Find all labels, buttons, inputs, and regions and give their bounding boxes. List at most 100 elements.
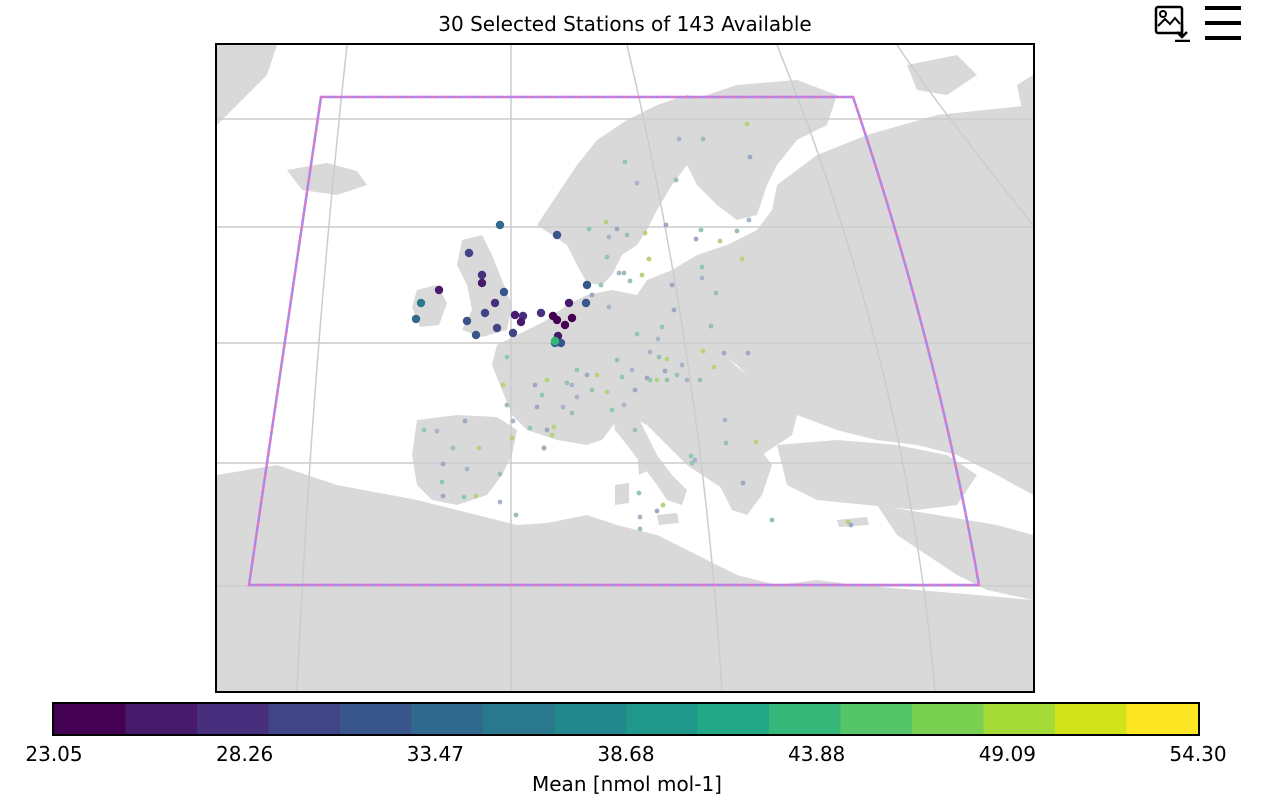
colorbar-segment bbox=[554, 704, 627, 734]
station-marker-selected bbox=[464, 248, 474, 258]
station-marker-selected bbox=[516, 317, 526, 327]
europe-map bbox=[217, 45, 1033, 691]
station-marker-unselected bbox=[604, 254, 610, 260]
station-marker-unselected bbox=[655, 336, 661, 342]
colorbar-segment bbox=[197, 704, 269, 734]
station-marker-unselected bbox=[634, 331, 640, 337]
station-marker-unselected bbox=[647, 377, 653, 383]
station-marker-unselected bbox=[544, 427, 550, 433]
station-marker-unselected bbox=[656, 354, 662, 360]
station-marker-unselected bbox=[740, 480, 746, 486]
station-marker-selected bbox=[499, 287, 509, 297]
station-marker-unselected bbox=[504, 354, 510, 360]
colorbar-tick-label: 28.26 bbox=[216, 742, 274, 766]
station-marker-unselected bbox=[646, 256, 652, 262]
station-marker-unselected bbox=[734, 228, 740, 234]
station-marker-unselected bbox=[637, 514, 643, 520]
colorbar-segment bbox=[1126, 704, 1199, 734]
colorbar-tick-label: 43.88 bbox=[788, 742, 846, 766]
station-marker-unselected bbox=[464, 466, 470, 472]
station-markers bbox=[411, 121, 854, 532]
station-marker-unselected bbox=[473, 493, 479, 499]
station-marker-unselected bbox=[627, 278, 633, 284]
station-marker-unselected bbox=[534, 404, 540, 410]
station-marker-unselected bbox=[624, 232, 630, 238]
station-marker-unselected bbox=[659, 324, 665, 330]
station-marker-unselected bbox=[574, 367, 580, 373]
station-marker-unselected bbox=[574, 394, 580, 400]
station-marker-unselected bbox=[647, 349, 653, 355]
station-marker-unselected bbox=[497, 499, 503, 505]
station-marker-unselected bbox=[509, 435, 515, 441]
station-marker-unselected bbox=[654, 377, 660, 383]
station-marker-unselected bbox=[700, 348, 706, 354]
station-marker-unselected bbox=[637, 526, 643, 532]
station-marker-unselected bbox=[629, 367, 635, 373]
station-marker-selected bbox=[471, 330, 481, 340]
station-marker-unselected bbox=[569, 382, 575, 388]
colorbar-tick-label: 23.05 bbox=[25, 742, 83, 766]
station-marker-selected bbox=[560, 320, 570, 330]
station-marker-selected bbox=[567, 313, 577, 323]
station-marker-unselected bbox=[693, 236, 699, 242]
station-marker-unselected bbox=[541, 445, 547, 451]
station-marker-unselected bbox=[746, 217, 752, 223]
station-marker-unselected bbox=[698, 227, 704, 233]
station-marker-unselected bbox=[598, 282, 604, 288]
station-marker-unselected bbox=[461, 494, 467, 500]
colorbar-ticks: 23.05 28.26 33.47 38.68 43.88 49.09 54.30 bbox=[0, 742, 1282, 766]
station-marker-unselected bbox=[700, 136, 706, 142]
station-marker-unselected bbox=[586, 226, 592, 232]
colorbar-segment bbox=[268, 704, 341, 734]
colorbar-gradient bbox=[54, 704, 1199, 734]
station-marker-unselected bbox=[679, 362, 685, 368]
station-marker-unselected bbox=[510, 418, 516, 424]
station-marker-unselected bbox=[639, 272, 645, 278]
station-marker-unselected bbox=[722, 417, 728, 423]
station-marker-unselected bbox=[676, 136, 682, 142]
station-marker-unselected bbox=[664, 356, 670, 362]
station-marker-unselected bbox=[614, 357, 620, 363]
colorbar-segment bbox=[340, 704, 412, 734]
station-marker-unselected bbox=[632, 427, 638, 433]
station-marker-unselected bbox=[462, 418, 468, 424]
station-marker-unselected bbox=[688, 453, 694, 459]
station-marker-unselected bbox=[699, 264, 705, 270]
station-marker-unselected bbox=[513, 512, 519, 518]
station-marker-unselected bbox=[604, 389, 610, 395]
station-marker-unselected bbox=[663, 222, 669, 228]
station-marker-unselected bbox=[622, 159, 628, 165]
station-marker-selected bbox=[416, 298, 426, 308]
station-marker-unselected bbox=[654, 508, 660, 514]
station-marker-unselected bbox=[589, 292, 595, 298]
hamburger-menu-icon[interactable] bbox=[1204, 4, 1242, 42]
station-marker-unselected bbox=[632, 387, 638, 393]
station-marker-selected bbox=[434, 285, 444, 295]
colorbar bbox=[52, 702, 1200, 736]
station-marker-unselected bbox=[692, 457, 698, 463]
station-marker-unselected bbox=[674, 372, 680, 378]
station-marker-selected bbox=[495, 220, 505, 230]
station-marker-unselected bbox=[621, 270, 627, 276]
image-download-icon[interactable] bbox=[1154, 4, 1192, 42]
station-marker-unselected bbox=[845, 519, 851, 525]
station-marker-unselected bbox=[669, 282, 675, 288]
colorbar-segment bbox=[626, 704, 698, 734]
station-marker-unselected bbox=[500, 382, 506, 388]
station-marker-unselected bbox=[769, 517, 775, 523]
station-marker-selected bbox=[411, 314, 421, 324]
station-marker-unselected bbox=[684, 377, 690, 383]
toolbar bbox=[1154, 4, 1242, 42]
station-marker-unselected bbox=[745, 350, 751, 356]
station-marker-unselected bbox=[664, 377, 670, 383]
station-marker-unselected bbox=[434, 428, 440, 434]
station-marker-unselected bbox=[421, 427, 427, 433]
station-marker-unselected bbox=[594, 372, 600, 378]
map-panel[interactable] bbox=[215, 43, 1035, 693]
station-marker-unselected bbox=[497, 471, 503, 477]
station-marker-unselected bbox=[569, 410, 575, 416]
station-marker-unselected bbox=[739, 256, 745, 262]
station-marker-unselected bbox=[614, 226, 620, 232]
station-marker-selected bbox=[552, 230, 562, 240]
station-marker-unselected bbox=[753, 439, 759, 445]
